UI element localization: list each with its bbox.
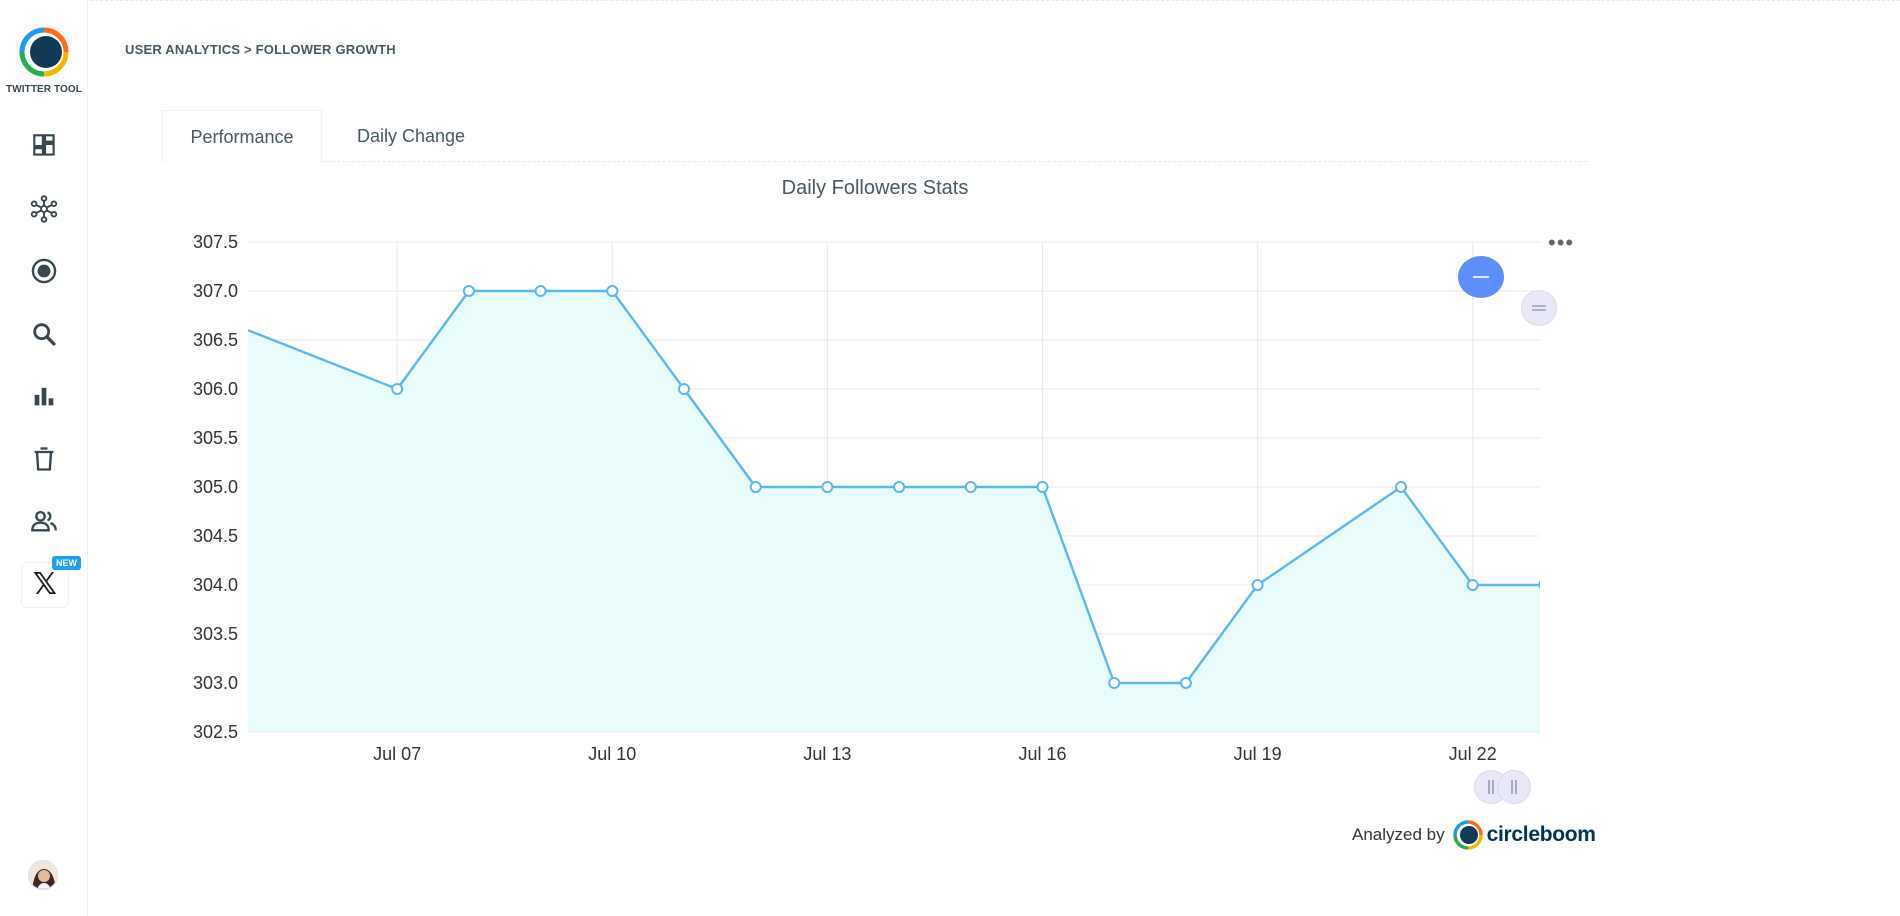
network-icon (30, 195, 58, 223)
data-point (606, 285, 619, 297)
series-line (247, 289, 1540, 685)
data-point (462, 285, 475, 297)
search-icon (33, 323, 56, 346)
y-tick-label: 302.5 (193, 722, 238, 742)
breadcrumb: USER ANALYTICS > FOLLOWER GROWTH (125, 42, 396, 57)
minus-icon (1473, 276, 1489, 278)
data-point (1538, 580, 1540, 590)
target-icon (31, 258, 57, 284)
tab-performance[interactable]: Performance (162, 110, 322, 163)
data-point (1395, 481, 1407, 493)
logo-icon (19, 27, 69, 77)
users-icon (31, 510, 57, 532)
y-tick-label: 303.5 (193, 624, 238, 644)
top-border (0, 0, 1900, 2)
tab-bar: Performance Daily Change (162, 110, 1587, 163)
new-badge: NEW (52, 556, 81, 570)
data-point (391, 383, 404, 395)
nav-analytics[interactable] (24, 376, 64, 416)
bar-chart-icon (34, 387, 54, 406)
follower-chart: 307.5 307.0 306.5 306.0 305.5 305.0 304.5 304.0… (193, 232, 1540, 764)
x-tick-label: Jul 13 (803, 744, 851, 764)
y-tick-label: 307.0 (193, 281, 238, 301)
dashboard-icon (33, 134, 55, 156)
tab-daily-change[interactable]: Daily Change (357, 125, 466, 146)
data-point (821, 481, 834, 493)
data-point (1179, 677, 1192, 689)
grip-icon (1488, 780, 1494, 794)
data-point (678, 383, 690, 395)
data-point (893, 481, 906, 493)
app-logo[interactable] (18, 26, 70, 78)
brand-name: circleboom (1486, 823, 1596, 846)
grip-icon (1511, 780, 1517, 794)
y-tick-label: 306.0 (193, 379, 238, 399)
y-tick-label: 306.5 (193, 330, 238, 350)
x-tick-label: Jul 10 (588, 744, 636, 764)
avatar[interactable] (28, 860, 58, 890)
series-area (248, 291, 1540, 732)
y-tick-label: 304.0 (193, 575, 238, 595)
nav-users[interactable] (24, 501, 64, 541)
chart-title: Daily Followers Stats (781, 177, 969, 199)
y-tick-label: 307.5 (193, 232, 238, 252)
analyzed-by: Analyzed by circleboom (1352, 820, 1596, 850)
nav-delete[interactable] (24, 439, 64, 479)
data-point (1251, 579, 1264, 591)
y-tick-label: 305.0 (193, 477, 238, 497)
x-tick-label: Jul 07 (373, 744, 421, 764)
trash-icon (34, 447, 54, 471)
data-point (964, 481, 977, 493)
y-tick-label: 305.5 (193, 428, 238, 448)
scrollbar-handle-right[interactable] (1497, 770, 1531, 804)
zoom-handle[interactable] (1521, 290, 1557, 326)
data-point (749, 481, 762, 493)
data-point (1036, 481, 1049, 493)
sidebar: TWITTER TOOL 𝕏 NEW (0, 0, 88, 916)
zoom-out-button[interactable] (1458, 256, 1504, 298)
x-tick-label: Jul 22 (1449, 744, 1497, 764)
y-tick-label: 304.5 (193, 526, 238, 546)
x-tick-label: Jul 16 (1018, 744, 1066, 764)
avatar-image (29, 861, 57, 889)
data-point (1466, 579, 1479, 591)
x-logo-icon: 𝕏 (32, 567, 58, 602)
nav-network[interactable] (24, 189, 64, 229)
nav-search[interactable] (24, 314, 64, 354)
logo-text: TWITTER TOOL (5, 84, 82, 95)
circleboom-logo-icon (1452, 820, 1483, 850)
x-tick-label: Jul 19 (1234, 744, 1282, 764)
y-tick-label: 303.0 (193, 673, 238, 693)
data-point (534, 285, 547, 297)
data-point (1108, 677, 1121, 689)
nav-dashboard[interactable] (24, 125, 64, 165)
nav-target[interactable] (24, 251, 64, 291)
chart-menu-button[interactable]: ••• (1548, 230, 1575, 255)
analyzed-by-label: Analyzed by (1352, 825, 1445, 844)
handle-icon (1532, 305, 1546, 311)
